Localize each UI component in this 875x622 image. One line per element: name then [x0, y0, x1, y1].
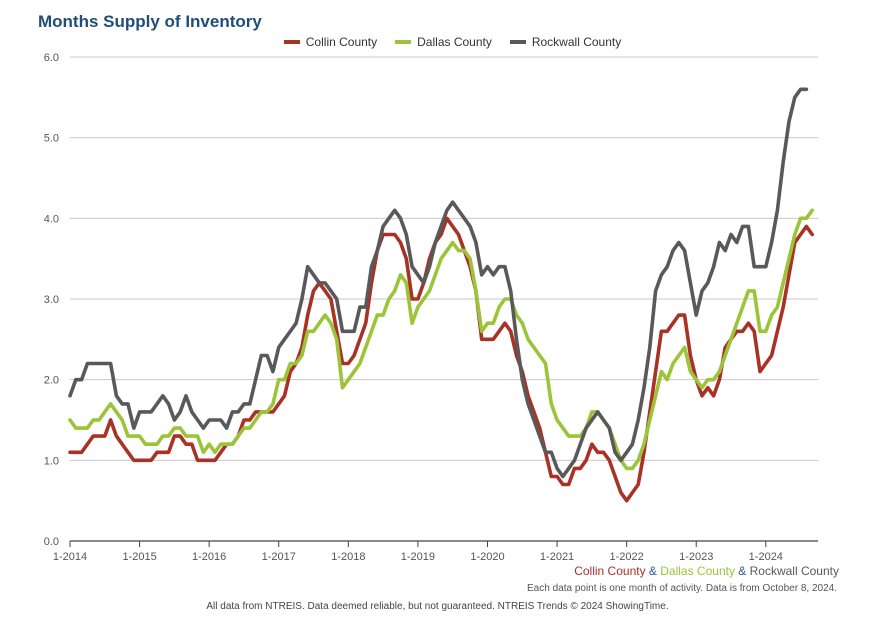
legend-swatch-rockwall: [509, 40, 526, 44]
legend-item-dallas: Dallas County: [395, 35, 492, 49]
footer-legend-sep1: &: [645, 564, 661, 578]
data-note: Each data point is one month of activity…: [527, 583, 837, 594]
y-tick-label: 4.0: [44, 213, 59, 225]
chart-legend: Collin County Dallas County Rockwall Cou…: [0, 35, 875, 49]
x-tick-label: 1-2016: [192, 551, 226, 563]
legend-swatch-collin: [283, 40, 300, 44]
footer-legend-dallas: Dallas County: [660, 564, 735, 578]
x-tick-label: 1-2017: [262, 551, 296, 563]
x-tick-label: 1-2014: [53, 551, 87, 563]
legend-label-collin: Collin County: [305, 35, 378, 49]
x-tick-label: 1-2021: [540, 551, 574, 563]
legend-item-rockwall: Rockwall County: [509, 35, 622, 49]
x-tick-label: 1-2024: [749, 551, 783, 563]
footer-legend: Collin County & Dallas County & Rockwall…: [574, 564, 839, 578]
legend-item-collin: Collin County: [283, 35, 378, 49]
legend-label-dallas: Dallas County: [417, 35, 492, 49]
x-tick-label: 1-2023: [679, 551, 713, 563]
x-tick-label: 1-2022: [610, 551, 644, 563]
y-tick-label: 5.0: [44, 133, 59, 145]
y-tick-label: 6.0: [44, 52, 59, 64]
y-tick-label: 3.0: [44, 294, 59, 306]
footer-legend-collin: Collin County: [574, 564, 646, 578]
x-tick-label: 1-2015: [122, 551, 156, 563]
chart-title: Months Supply of Inventory: [38, 12, 262, 31]
y-tick-label: 1.0: [44, 455, 59, 467]
series-line-collin-county: [68, 216, 815, 503]
footer-legend-rockwall: Rockwall County: [749, 564, 839, 578]
series-line-rockwall-county: [68, 87, 809, 479]
series-line-dallas-county: [68, 208, 815, 471]
legend-label-rockwall: Rockwall County: [531, 35, 622, 49]
x-tick-label: 1-2019: [401, 551, 435, 563]
x-tick-label: 1-2020: [470, 551, 504, 563]
y-tick-label: 0.0: [44, 536, 59, 548]
data-credit: All data from NTREIS. Data deemed reliab…: [206, 601, 669, 612]
footer-legend-sep2: &: [734, 564, 750, 578]
legend-swatch-dallas: [395, 40, 412, 44]
y-tick-label: 2.0: [44, 375, 59, 387]
x-tick-label: 1-2018: [331, 551, 365, 563]
